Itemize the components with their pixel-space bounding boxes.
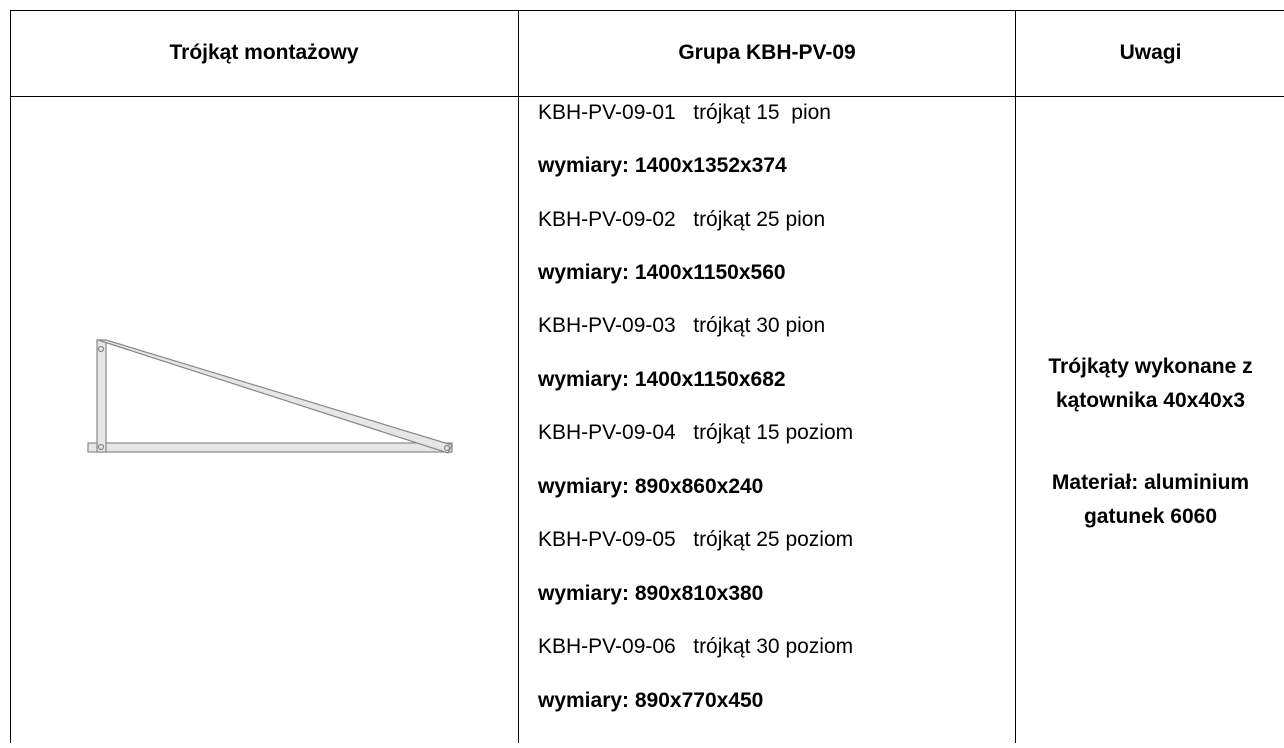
spec-code-6: KBH-PV-09-06 trójkąt 30 poziom: [538, 635, 854, 658]
spec-code-1: KBH-PV-09-01 trójkąt 15 pion: [538, 101, 831, 124]
header-divider: [10, 96, 1284, 97]
column-divider-1: [518, 10, 519, 743]
spec-dims-6: wymiary: 890x770x450: [538, 689, 764, 712]
triangle-drawing-cell: [10, 97, 518, 743]
mounting-triangle-drawing: [87, 339, 453, 454]
spec-dims-5: wymiary: 890x810x380: [538, 582, 764, 605]
triangle-diagonal-bar: [97, 339, 453, 454]
notes-cell: Trójkąty wykonane z kątownika 40x40x3 Ma…: [1016, 97, 1284, 743]
joint-top: [97, 345, 105, 353]
table-left-border: [10, 10, 11, 743]
spec-dims-4: wymiary: 890x860x240: [538, 475, 764, 498]
joint-bottom-right: [443, 444, 451, 452]
spec-dims-2: wymiary: 1400x1150x560: [538, 261, 786, 284]
notes-line-4: gatunek 6060: [1083, 505, 1218, 528]
spec-code-5: KBH-PV-09-05 trójkąt 25 poziom: [538, 528, 854, 551]
spec-code-2: KBH-PV-09-02 trójkąt 25 pion: [538, 208, 826, 231]
spec-code-4: KBH-PV-09-04 trójkąt 15 poziom: [538, 421, 854, 444]
spec-table: Trójkąt montażowy Grupa KBH-PV-09 Uwagi …: [10, 10, 1284, 743]
column-divider-2: [1015, 10, 1016, 743]
header-notes: Uwagi: [1119, 41, 1182, 64]
spec-dims-3: wymiary: 1400x1150x682: [538, 368, 786, 391]
table-top-border: [10, 10, 1284, 11]
notes-line-1: Trójkąty wykonane z: [1048, 355, 1253, 378]
notes-fabrication: Trójkąty wykonane z kątownika 40x40x3: [1016, 350, 1284, 418]
notes-material: Materiał: aluminium gatunek 6060: [1016, 466, 1284, 534]
spec-code-3: KBH-PV-09-03 trójkąt 30 pion: [538, 314, 826, 337]
header-mounting-triangle: Trójkąt montażowy: [169, 41, 359, 64]
header-group: Grupa KBH-PV-09: [678, 41, 856, 64]
spec-dims-1: wymiary: 1400x1352x374: [538, 154, 787, 177]
notes-line-3: Materiał: aluminium: [1051, 471, 1250, 494]
spec-list: KBH-PV-09-01 trójkąt 15 pion wymiary: 14…: [528, 97, 1014, 743]
joint-bottom-left: [97, 443, 105, 451]
triangle-vertical-post: [96, 339, 107, 453]
triangle-base-bar: [87, 442, 453, 453]
notes-line-2: kątownika 40x40x3: [1055, 389, 1246, 412]
